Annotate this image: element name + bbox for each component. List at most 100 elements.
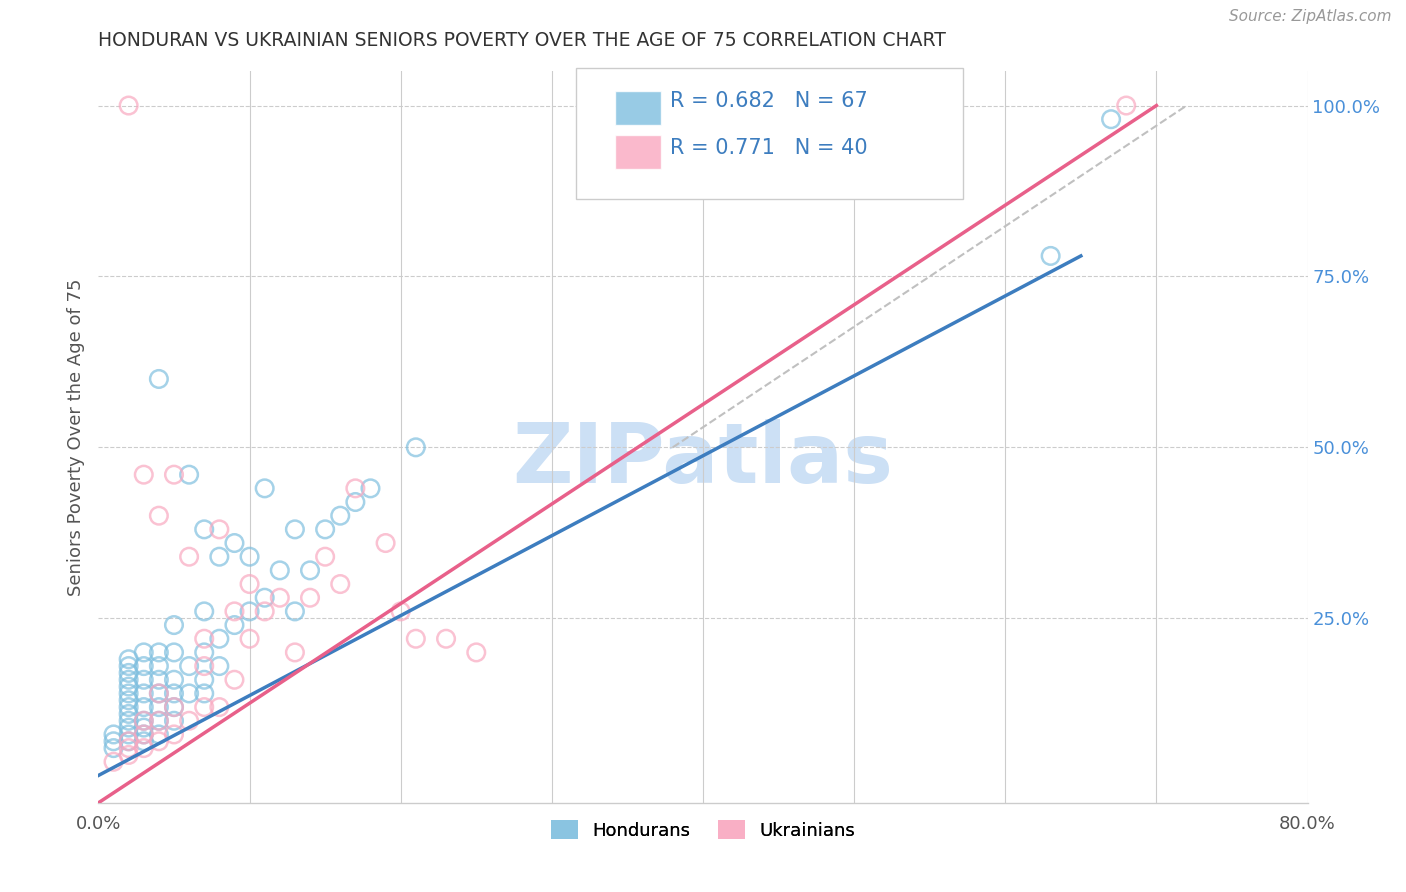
Point <box>163 700 186 714</box>
Point <box>208 549 231 564</box>
Text: HONDURAN VS UKRAINIAN SENIORS POVERTY OVER THE AGE OF 75 CORRELATION CHART: HONDURAN VS UKRAINIAN SENIORS POVERTY OV… <box>98 31 946 50</box>
Point <box>148 645 170 659</box>
Point <box>239 632 262 646</box>
Point <box>118 747 141 762</box>
Point <box>148 372 170 386</box>
Point <box>299 591 322 605</box>
Point <box>118 98 141 112</box>
Point <box>193 632 215 646</box>
Text: R = 0.682   N = 67: R = 0.682 N = 67 <box>671 91 868 112</box>
Point <box>118 673 141 687</box>
Point <box>179 549 201 564</box>
Point <box>193 700 215 714</box>
Point <box>118 734 141 748</box>
Point <box>193 604 215 618</box>
Point <box>132 467 155 482</box>
Point <box>269 563 291 577</box>
Point <box>132 714 155 728</box>
Point <box>163 727 186 741</box>
Point <box>148 686 170 700</box>
Point <box>344 481 367 495</box>
Point <box>163 686 186 700</box>
Point <box>193 686 215 700</box>
Point <box>208 632 231 646</box>
Point <box>132 686 155 700</box>
Point <box>103 727 125 741</box>
Point <box>224 618 246 632</box>
Point <box>405 440 427 454</box>
Point <box>148 686 170 700</box>
Point <box>299 563 322 577</box>
Point <box>132 700 155 714</box>
Point <box>193 522 215 536</box>
Point <box>148 714 170 728</box>
Point <box>284 522 307 536</box>
Point <box>163 673 186 687</box>
Point <box>329 577 352 591</box>
Point <box>269 591 291 605</box>
Point <box>465 645 488 659</box>
Point <box>239 604 262 618</box>
Point <box>360 481 382 495</box>
Point <box>132 734 155 748</box>
Point <box>132 727 155 741</box>
Point <box>284 645 307 659</box>
Point <box>132 741 155 756</box>
Point <box>132 727 155 741</box>
Text: ZIPatlas: ZIPatlas <box>513 418 893 500</box>
Point <box>103 741 125 756</box>
Point <box>239 577 262 591</box>
Point <box>163 467 186 482</box>
Point <box>148 700 170 714</box>
Point <box>148 734 170 748</box>
Point <box>314 522 336 536</box>
FancyBboxPatch shape <box>614 91 661 125</box>
Point <box>118 706 141 721</box>
Point <box>314 549 336 564</box>
Point <box>224 536 246 550</box>
Point <box>1099 112 1122 127</box>
Point <box>132 673 155 687</box>
Point <box>118 693 141 707</box>
Point <box>253 591 276 605</box>
Point <box>118 727 141 741</box>
Point <box>329 508 352 523</box>
Text: Source: ZipAtlas.com: Source: ZipAtlas.com <box>1229 9 1392 24</box>
Point <box>148 508 170 523</box>
Point <box>179 714 201 728</box>
Point <box>118 700 141 714</box>
Point <box>193 659 215 673</box>
Point <box>148 659 170 673</box>
Point <box>132 659 155 673</box>
Point <box>344 495 367 509</box>
Point <box>132 721 155 735</box>
Point <box>389 604 412 618</box>
Point <box>132 714 155 728</box>
Point <box>1115 98 1137 112</box>
Point <box>148 727 170 741</box>
Point <box>253 481 276 495</box>
FancyBboxPatch shape <box>614 135 661 169</box>
Point <box>118 741 141 756</box>
Point <box>208 700 231 714</box>
Point <box>208 659 231 673</box>
Text: R = 0.771   N = 40: R = 0.771 N = 40 <box>671 138 868 158</box>
Point <box>239 549 262 564</box>
Point <box>118 686 141 700</box>
Point <box>179 659 201 673</box>
Point <box>148 673 170 687</box>
Point <box>118 734 141 748</box>
Point <box>118 652 141 666</box>
Point <box>224 673 246 687</box>
Point <box>1039 249 1062 263</box>
Point <box>118 680 141 694</box>
Y-axis label: Seniors Poverty Over the Age of 75: Seniors Poverty Over the Age of 75 <box>66 278 84 596</box>
Point <box>284 604 307 618</box>
Point <box>179 686 201 700</box>
Point <box>193 673 215 687</box>
Point <box>163 714 186 728</box>
Point <box>179 467 201 482</box>
Point <box>103 734 125 748</box>
Legend: Hondurans, Ukrainians: Hondurans, Ukrainians <box>543 811 863 848</box>
Point <box>118 721 141 735</box>
